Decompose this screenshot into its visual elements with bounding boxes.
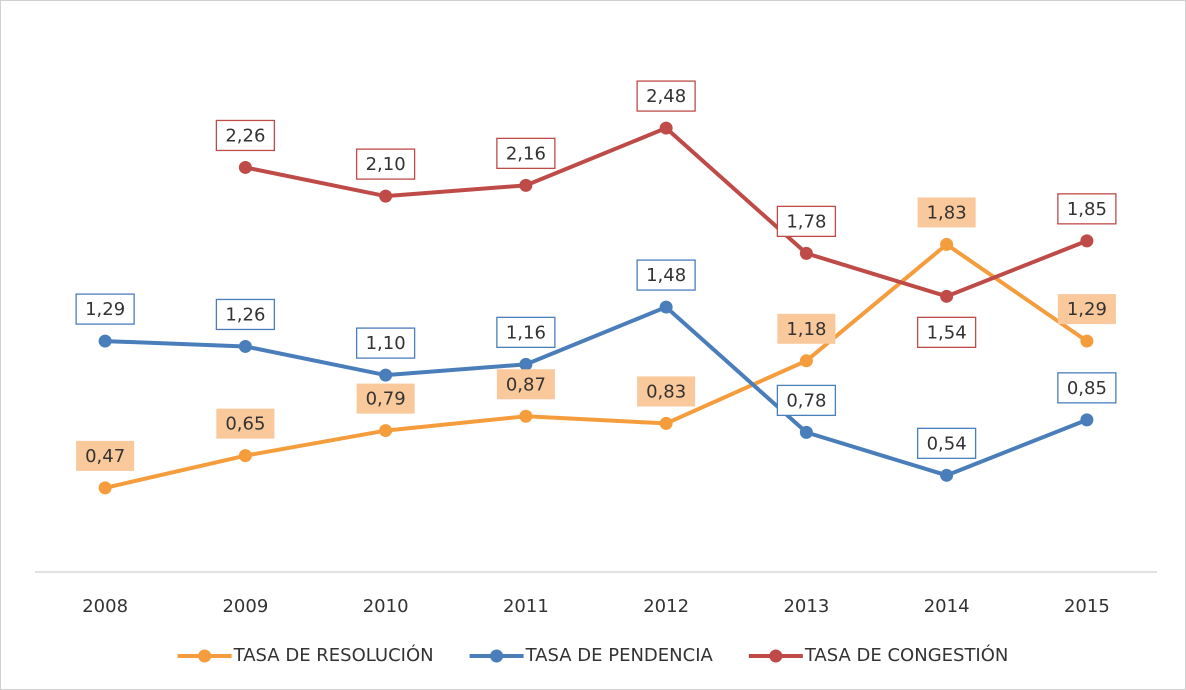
series-line — [105, 305, 1088, 478]
point — [1080, 234, 1094, 248]
data-label-box — [355, 327, 416, 359]
legend-item: TASA DE PENDENCIA — [469, 645, 714, 666]
data-label: 0,78 — [786, 390, 826, 411]
point — [98, 481, 112, 495]
x-tick-label: 2012 — [643, 596, 689, 617]
point — [238, 449, 252, 463]
data-label: 1,54 — [927, 322, 967, 343]
data-label-box — [1057, 294, 1116, 325]
data-label: 1,18 — [786, 319, 826, 340]
data-label: 1,29 — [85, 299, 125, 320]
legend-marker — [198, 649, 212, 663]
point — [1080, 413, 1094, 427]
data-label: 1,48 — [646, 265, 686, 286]
x-tick-label: 2009 — [222, 596, 268, 617]
point — [379, 189, 393, 203]
legend-label: TASA DE PENDENCIA — [525, 645, 714, 666]
data-label-box — [216, 408, 275, 439]
point — [799, 425, 813, 439]
data-label: 1,29 — [1067, 299, 1107, 320]
data-label: 1,83 — [927, 202, 967, 223]
point — [659, 416, 673, 430]
data-label: 1,26 — [225, 304, 265, 325]
point — [98, 334, 112, 348]
x-tick-label: 2011 — [503, 596, 549, 617]
data-label-box — [75, 293, 135, 325]
point — [1080, 334, 1094, 348]
data-label-box — [916, 427, 977, 459]
data-label: 0,79 — [366, 389, 406, 410]
legend-item: TASA DE RESOLUCIÓN — [177, 644, 434, 666]
data-label-box — [776, 205, 837, 238]
data-label: 0,85 — [1067, 378, 1107, 399]
point — [659, 121, 673, 135]
data-label: 1,85 — [1067, 199, 1107, 220]
data-label: 2,10 — [366, 154, 406, 175]
x-tick-label: 2014 — [924, 596, 970, 617]
data-label-box — [916, 316, 977, 348]
data-label-box — [777, 313, 836, 344]
x-tick-label: 2010 — [363, 596, 409, 617]
legend-label: TASA DE CONGESTIÓN — [804, 644, 1009, 666]
point — [379, 368, 393, 382]
x-tick-label: 2008 — [82, 596, 128, 617]
data-label-box — [1057, 372, 1117, 404]
data-label-box — [496, 316, 556, 349]
data-label-box — [496, 369, 555, 400]
data-label-box — [76, 440, 135, 471]
data-label: 2,48 — [646, 86, 686, 107]
data-label: 1,10 — [366, 333, 406, 354]
point — [519, 178, 533, 192]
point — [238, 339, 252, 353]
data-label-box — [356, 383, 415, 414]
data-label-box — [496, 137, 556, 170]
data-label: 2,16 — [506, 143, 546, 164]
legend-marker — [490, 649, 504, 663]
data-label-box — [1057, 193, 1117, 225]
point — [940, 289, 954, 303]
data-label: 0,54 — [927, 433, 967, 454]
data-label: 1,78 — [786, 211, 826, 232]
legend-item: TASA DE CONGESTIÓN — [748, 644, 1009, 666]
point — [238, 160, 252, 174]
point — [940, 468, 954, 482]
data-label: 2,26 — [225, 125, 265, 146]
point — [659, 300, 673, 314]
data-label-box — [637, 376, 696, 407]
data-label: 0,47 — [85, 446, 125, 467]
data-label-box — [215, 298, 276, 331]
point — [379, 424, 393, 438]
data-label-box — [355, 148, 416, 180]
data-label-box — [917, 197, 976, 228]
data-label-box — [776, 384, 837, 417]
data-label: 0,87 — [506, 374, 546, 395]
point — [799, 354, 813, 368]
point — [519, 357, 533, 371]
point — [799, 246, 813, 260]
point — [940, 237, 954, 251]
x-tick-label: 2015 — [1064, 596, 1110, 617]
data-label: 0,83 — [646, 381, 686, 402]
series-line — [104, 242, 1089, 490]
data-label-box — [636, 80, 696, 112]
legend-marker — [769, 649, 783, 663]
data-label-box — [215, 119, 276, 152]
data-label-box — [636, 259, 696, 291]
legend-label: TASA DE RESOLUCIÓN — [233, 644, 434, 666]
data-label: 1,16 — [506, 322, 546, 343]
data-label: 0,65 — [225, 414, 265, 435]
point — [519, 409, 533, 423]
x-tick-label: 2013 — [783, 596, 829, 617]
